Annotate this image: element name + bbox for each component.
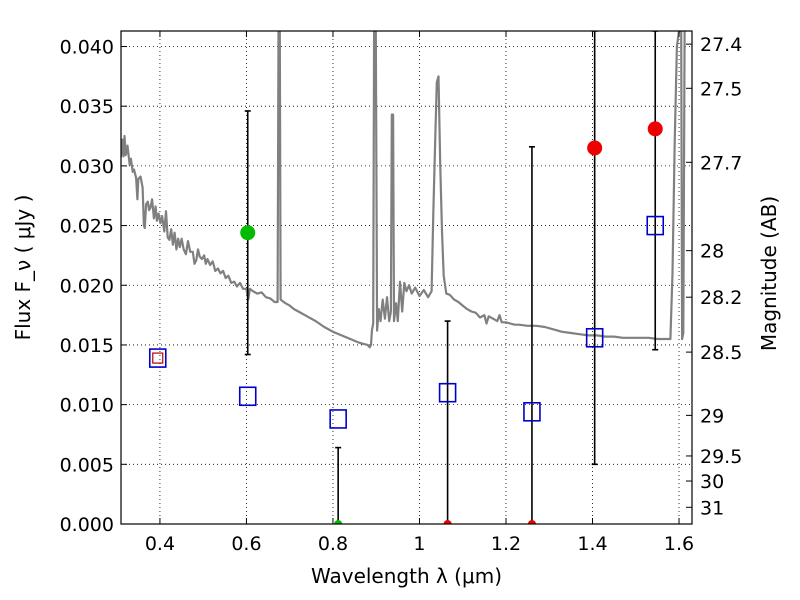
y2-tick-label: 30: [700, 471, 724, 493]
y-tick-label: 0.005: [60, 454, 114, 476]
y2-axis-title: Magnitude (AB): [757, 196, 781, 351]
detection-point: [647, 121, 663, 137]
y2-tick-label: 27.4: [700, 34, 742, 56]
upper-limit-group: [334, 520, 536, 524]
y-tick-label: 0.035: [60, 96, 114, 118]
upper-limit-point: [527, 520, 536, 524]
x-tick-label: 1.4: [577, 533, 607, 555]
x-tick-label: 0.6: [231, 533, 261, 555]
grid: [121, 31, 692, 525]
x-tick-label: 1.6: [664, 533, 694, 555]
model-band-square: [438, 382, 457, 403]
upper-limit-point: [334, 520, 343, 524]
y-tick-label: 0.000: [60, 514, 114, 536]
y-tick-label: 0.025: [60, 216, 114, 238]
y-tick-label: 0.020: [60, 275, 114, 297]
x-tick-label: 0.4: [145, 533, 175, 555]
extra-mark: [152, 352, 164, 364]
detection-point: [240, 225, 256, 241]
y-tick-label: 0.030: [60, 156, 114, 178]
y2-tick-label: 29.5: [700, 446, 742, 468]
plot-frame: [120, 30, 693, 525]
upper-limit-point: [443, 520, 452, 524]
y-tick-label: 0.040: [60, 37, 114, 59]
model-band-square: [329, 409, 347, 429]
y-axis-title: Flux F_ν ( μJy ): [11, 195, 35, 341]
sed-model-line: [121, 31, 686, 349]
ticks: 0.4 0.6 0.8 1 1.2 1.4 1.6 0.000 0.005 0.010 0.015 0…: [60, 31, 742, 555]
y-tick-label: 0.015: [60, 335, 114, 357]
x-tick-label: 0.8: [318, 533, 348, 555]
y2-tick-label: 27.7: [700, 152, 742, 174]
model-band-square: [238, 386, 257, 407]
model-band-square: [523, 401, 541, 422]
y-tick-label: 0.010: [60, 395, 114, 417]
x-tick-label: 1: [413, 533, 425, 555]
y2-tick-label: 31: [700, 497, 724, 519]
y2-tick-label: 28.2: [700, 287, 742, 309]
sed-model-layer: [121, 31, 686, 349]
model-band-square: [585, 327, 604, 348]
markers: [148, 121, 665, 524]
x-axis-title: Wavelength λ (μm): [311, 564, 502, 588]
y2-tick-label: 28.5: [700, 342, 742, 364]
y2-tick-label: 29: [700, 405, 724, 427]
error-bars: [244, 31, 659, 524]
model-band-square: [646, 215, 665, 236]
y2-tick-label: 27.5: [700, 78, 742, 100]
y2-tick-label: 28: [700, 241, 724, 263]
x-tick-label: 1.2: [491, 533, 521, 555]
model-band-square: [148, 348, 167, 368]
detection-point: [587, 140, 603, 156]
